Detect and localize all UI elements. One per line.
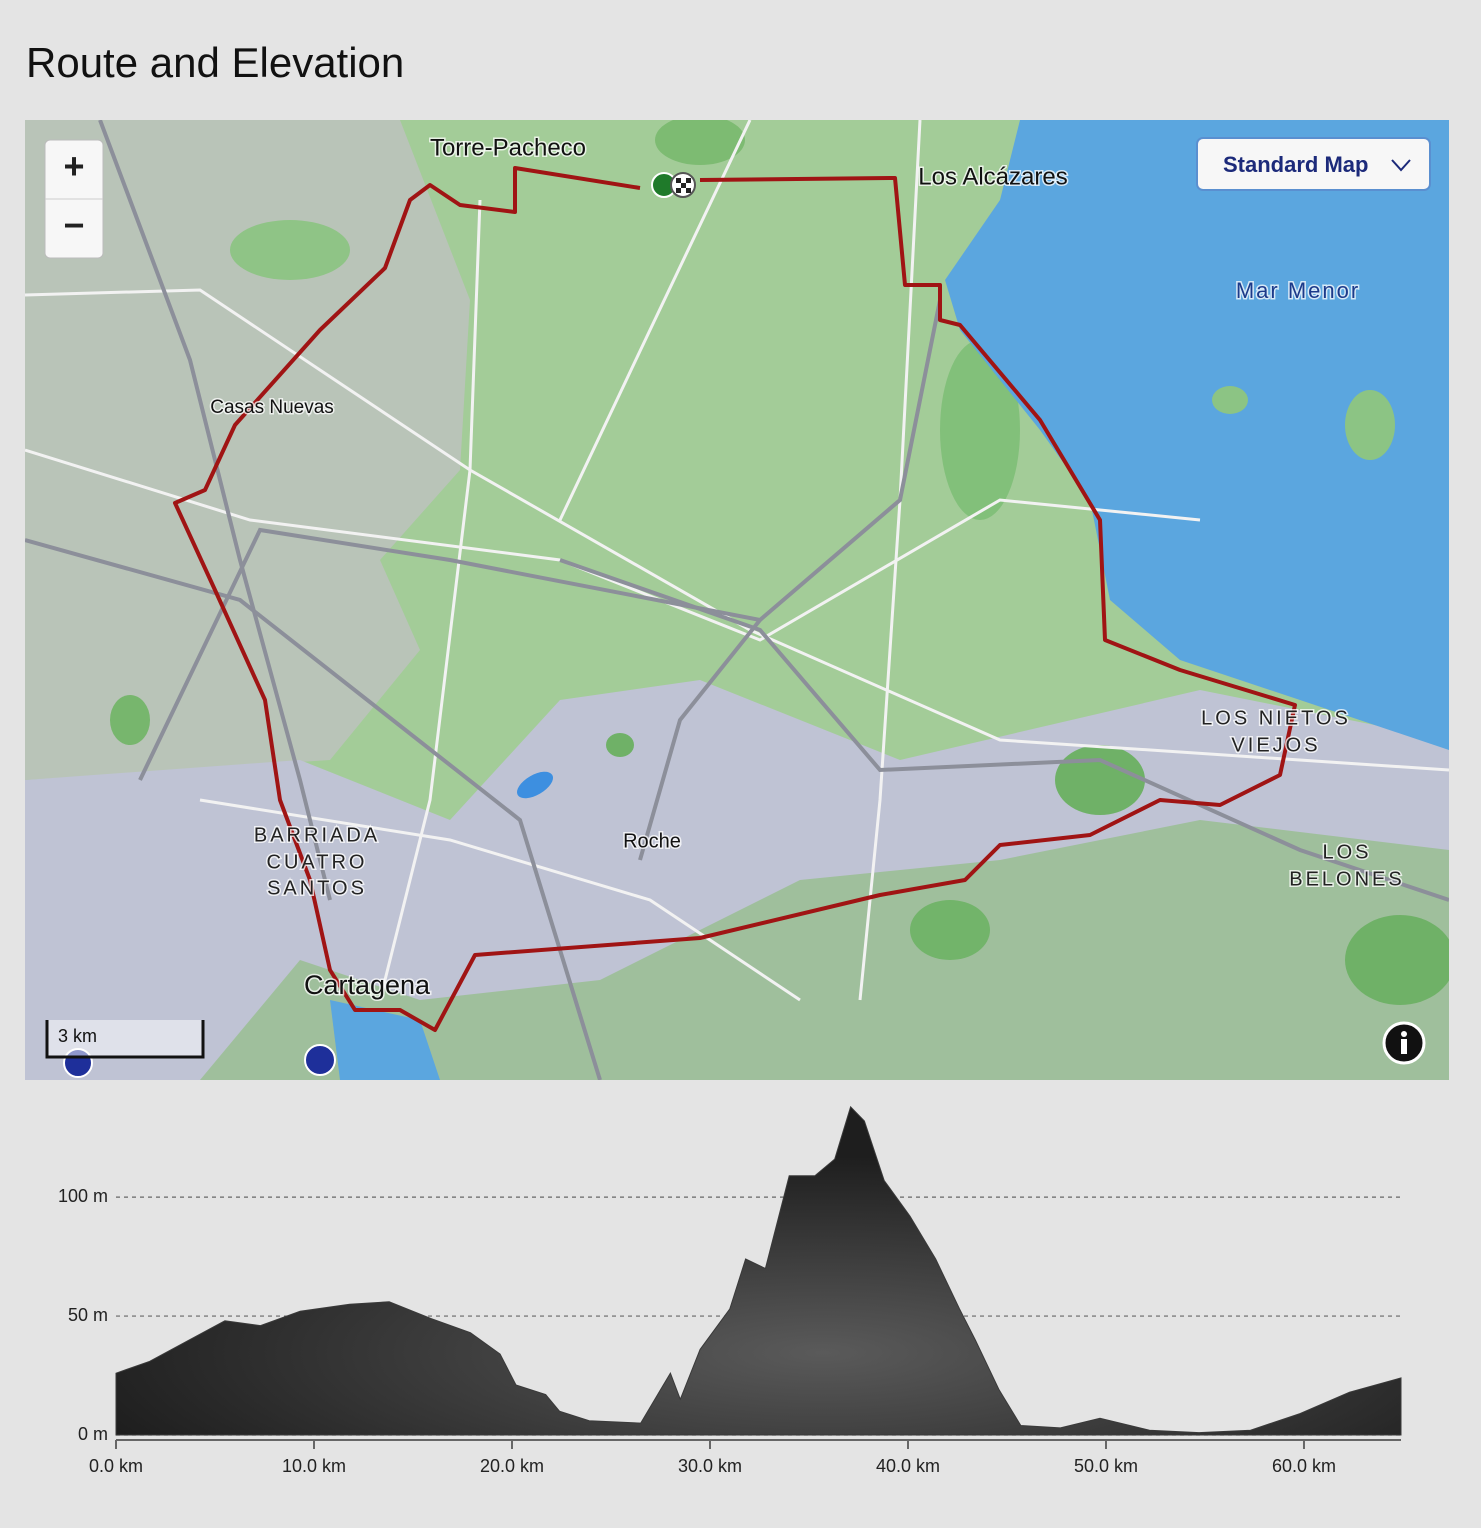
x-tick-label: 60.0 km xyxy=(1272,1456,1336,1476)
place-label: Los Alcázares xyxy=(918,163,1067,190)
y-tick-label: 0 m xyxy=(78,1424,108,1444)
x-tick-label: 10.0 km xyxy=(282,1456,346,1476)
layer-button[interactable]: Standard Map xyxy=(1223,152,1368,177)
x-tick-label: 30.0 km xyxy=(678,1456,742,1476)
place-label: Mar Menor xyxy=(1236,278,1360,303)
scale-label: 3 km xyxy=(58,1026,97,1046)
x-tick-label: 40.0 km xyxy=(876,1456,940,1476)
x-tick-label: 20.0 km xyxy=(480,1456,544,1476)
y-tick-label: 100 m xyxy=(58,1186,108,1206)
place-label: SANTOS xyxy=(267,877,367,899)
elevation-chart: 0 m 50 m 100 m 0.0 km 10.0 km 20.0 km 30.0 km 4… xyxy=(58,1105,1402,1476)
map xyxy=(25,120,1449,1080)
zoom-in[interactable]: + xyxy=(63,146,84,187)
layer-button-box[interactable] xyxy=(1196,137,1431,191)
place-label: BELONES xyxy=(1289,868,1404,890)
info-button[interactable] xyxy=(1382,1021,1426,1065)
place-label: CUATRO xyxy=(267,851,368,873)
place-label: LOS NIETOS xyxy=(1201,707,1351,729)
place-label: BARRIADA xyxy=(254,824,380,846)
place-label: VIEJOS xyxy=(1231,734,1320,756)
y-tick-label: 50 m xyxy=(68,1305,108,1325)
place-label: Roche xyxy=(623,830,681,852)
place-label: LOS xyxy=(1322,841,1371,863)
zoom-out[interactable]: − xyxy=(63,205,84,246)
x-tick-label: 0.0 km xyxy=(89,1456,143,1476)
page-title: Route and Elevation xyxy=(26,39,404,86)
map-labels: Torre-Pacheco Los Alcázares Mar Menor Casas… xyxy=(209,133,1404,1002)
elevation-area xyxy=(115,1105,1402,1436)
x-tick-label: 50.0 km xyxy=(1074,1456,1138,1476)
dropdown-arrow xyxy=(1391,159,1411,172)
scale-bar xyxy=(45,1020,205,1059)
place-label: Cartagena xyxy=(304,970,431,1000)
place-label: Torre-Pacheco xyxy=(430,134,586,161)
place-label: Casas Nuevas xyxy=(210,397,334,418)
